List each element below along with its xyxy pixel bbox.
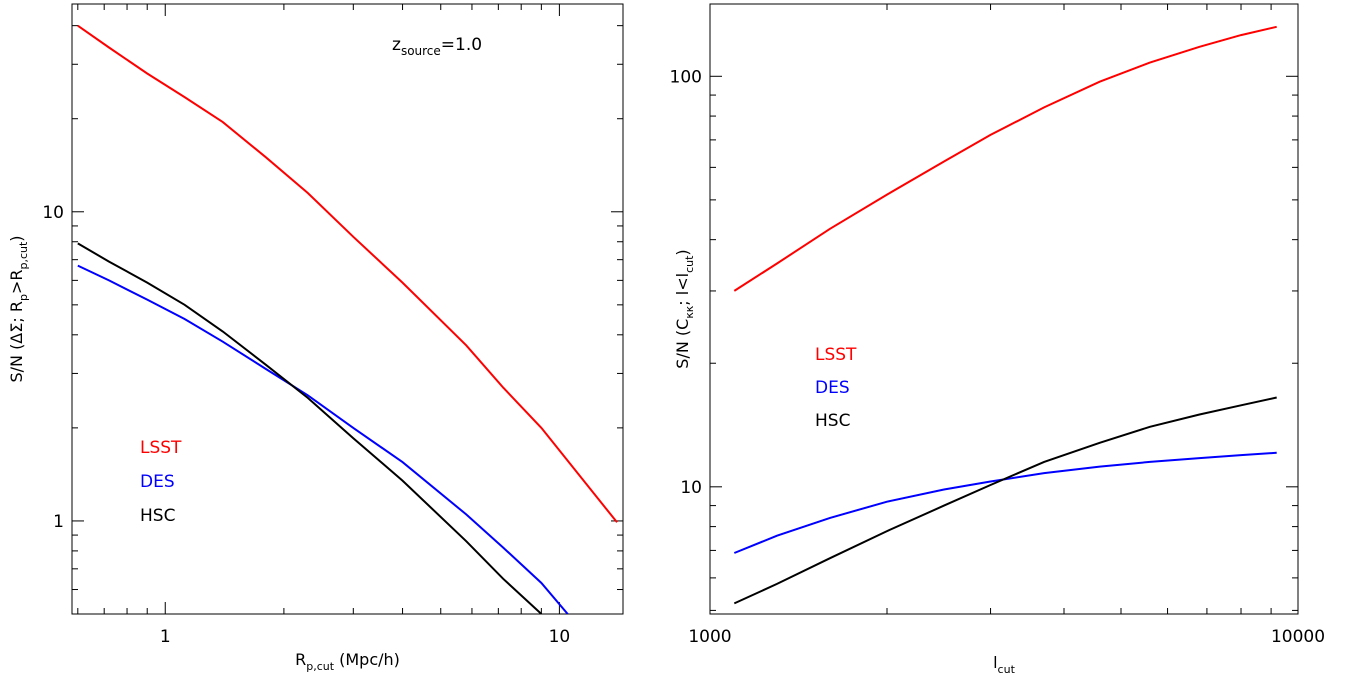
- y-tick-label: 10: [42, 203, 64, 223]
- series-line-des: [733, 451, 1277, 554]
- left-panel: 1 10 1 10 LSST DES HSC zsource=1.0 Rp,cut (Mpc/h…: [7, 3, 624, 673]
- x-tick-label: 10: [549, 627, 571, 647]
- right-panel: 1000 10000 10 100 LSST DES HSC lcut S/N (Cκκ; l<…: [670, 3, 1325, 676]
- x-axis-title: lcut: [993, 653, 1015, 676]
- y-tick-label: 100: [670, 67, 702, 87]
- y-axis-title: S/N (Cκκ; l<lcut): [673, 249, 696, 368]
- legend-hsc: HSC: [815, 411, 850, 431]
- plot-frame: [71, 3, 624, 615]
- plot-frame: [709, 3, 1299, 615]
- series-line-hsc: [733, 396, 1277, 605]
- series-line-hsc: [77, 242, 543, 614]
- x-tick-label: 10000: [1271, 627, 1325, 647]
- annotation-zsource: zsource=1.0: [392, 35, 482, 58]
- legend-lsst: LSST: [140, 438, 182, 458]
- series-line-lsst: [77, 24, 618, 523]
- legend-des: DES: [140, 472, 175, 492]
- y-tick-label: 1: [53, 512, 64, 532]
- y-axis-title: S/N (ΔΣ; Rp>Rp,cut): [7, 235, 30, 382]
- x-tick-label: 1: [160, 627, 171, 647]
- series-line-lsst: [733, 25, 1277, 292]
- x-axis-title: Rp,cut (Mpc/h): [295, 650, 400, 673]
- series-line-des: [77, 264, 569, 614]
- legend-des: DES: [815, 378, 850, 398]
- legend-lsst: LSST: [815, 345, 857, 365]
- legend-hsc: HSC: [140, 506, 175, 526]
- y-tick-label: 10: [680, 478, 702, 498]
- x-tick-label: 1000: [688, 627, 731, 647]
